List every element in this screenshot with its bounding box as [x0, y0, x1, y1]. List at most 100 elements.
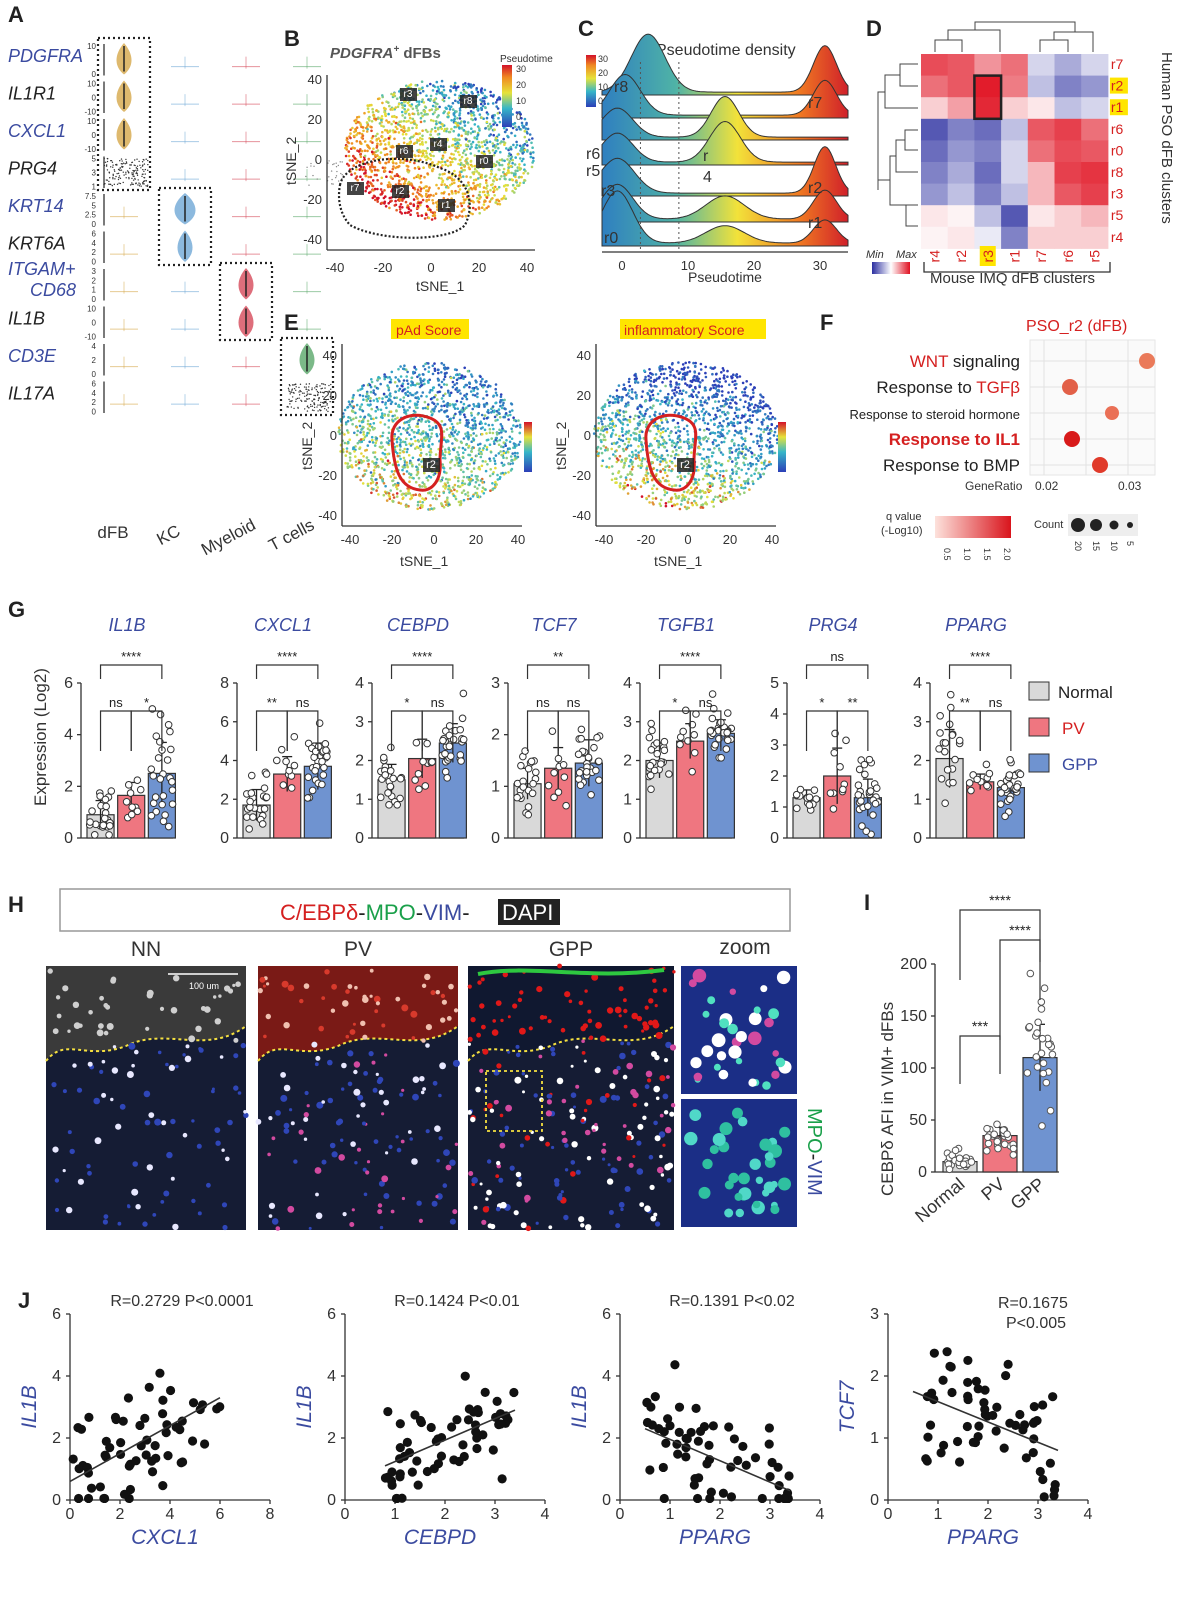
tsne-point: [504, 412, 508, 415]
tsne-point: [370, 474, 374, 478]
tsne-point: [489, 94, 493, 97]
tsne-point: [642, 477, 646, 480]
tsne-point: [441, 160, 444, 163]
tsne-point: [456, 85, 460, 89]
panel-a-point: [136, 174, 139, 177]
tsne-point: [395, 444, 399, 448]
tsne-point: [421, 501, 425, 504]
tsne-point: [348, 456, 352, 459]
tsne-point: [361, 178, 364, 181]
tsne-point: [467, 444, 471, 448]
panel-a-point: [129, 167, 131, 170]
tsne-point: [468, 381, 471, 385]
tsne-point: [454, 215, 458, 219]
tsne-point: [396, 454, 400, 458]
tsne-point: [714, 469, 718, 473]
tsne-point: [731, 479, 734, 483]
tsne-point: [432, 201, 435, 205]
tsne-point: [398, 120, 401, 124]
tsne-point: [500, 163, 504, 167]
panel-a-point: [297, 407, 299, 409]
tsne-point: [412, 477, 415, 480]
tsne-point: [464, 153, 468, 157]
panel-d-dendro-branch: [895, 139, 918, 173]
tsne-point: [469, 434, 473, 437]
tsne-point: [451, 108, 455, 111]
panel-a-point: [128, 176, 130, 179]
tsne-point: [464, 395, 468, 399]
tsne-point: [425, 476, 429, 480]
panel-a-point: [289, 393, 291, 395]
panel-a-tick: 0: [92, 295, 97, 304]
tsne-point: [724, 400, 727, 403]
tsne-point: [659, 389, 662, 393]
tsne-point: [732, 396, 735, 399]
panel-d-heat-cell: [974, 118, 1002, 141]
tsne-point: [387, 181, 391, 184]
tsne-point: [477, 449, 481, 452]
tsne-point: [523, 148, 527, 152]
tsne-point: [402, 456, 406, 460]
tsne-point: [450, 152, 453, 156]
panel-a-tick: 4: [92, 342, 97, 351]
tsne-point: [409, 497, 412, 501]
tsne-point: [412, 204, 416, 208]
tsne-point: [506, 169, 510, 172]
tsne-point: [375, 458, 379, 461]
tsne-point: [418, 149, 421, 152]
tsne-point: [407, 454, 411, 457]
tsne-point: [370, 435, 374, 439]
panel-a-point: [319, 404, 321, 407]
tsne-point: [689, 379, 693, 383]
tsne-point: [440, 408, 443, 412]
tsne-point: [515, 128, 518, 131]
tsne-point: [481, 145, 484, 148]
tsne-point: [399, 457, 402, 461]
panel-d-heat-cell: [1027, 205, 1055, 228]
tsne-point: [511, 452, 514, 455]
panel-b-xtick: 0: [427, 260, 434, 275]
tsne-point: [500, 445, 503, 448]
tsne-point: [417, 154, 420, 158]
tsne-point: [493, 194, 496, 197]
panel-a-point: [122, 162, 125, 164]
tsne-point: [710, 454, 714, 458]
tsne-point: [367, 158, 371, 161]
tsne-point: [388, 129, 392, 132]
panel-a-point: [305, 394, 308, 397]
tsne-point: [345, 447, 349, 450]
tsne-point: [345, 145, 349, 148]
tsne-point: [461, 192, 465, 195]
tsne-point: [597, 435, 601, 439]
tsne-point: [525, 121, 528, 125]
tsne-point: [666, 464, 670, 468]
tsne-point: [373, 151, 376, 154]
tsne-point: [417, 476, 421, 480]
tsne-point: [462, 437, 466, 440]
tsne-point: [412, 431, 416, 434]
tsne-point: [443, 160, 447, 164]
tsne-point: [425, 213, 428, 216]
panel-a-point: [136, 158, 138, 160]
tsne-point: [468, 482, 472, 486]
tsne-point: [730, 484, 733, 487]
tsne-point: [378, 396, 381, 400]
panel-a-point: [322, 391, 324, 394]
tsne-point: [391, 107, 395, 111]
tsne-point: [417, 103, 421, 106]
panel-a-point: [317, 391, 320, 394]
tsne-point: [430, 218, 434, 221]
tsne-point: [481, 91, 484, 95]
tsne-point: [721, 390, 724, 393]
tsne-point: [499, 393, 503, 396]
tsne-point: [472, 432, 476, 435]
tsne-point: [652, 404, 655, 408]
tsne-point: [466, 497, 470, 501]
panel-d-heat-cell: [1054, 162, 1082, 185]
tsne-point: [472, 419, 476, 423]
tsne-point: [716, 406, 719, 410]
tsne-point: [474, 491, 477, 495]
tsne-point: [380, 441, 383, 444]
tsne-point: [628, 384, 632, 388]
tsne-point: [456, 407, 460, 411]
